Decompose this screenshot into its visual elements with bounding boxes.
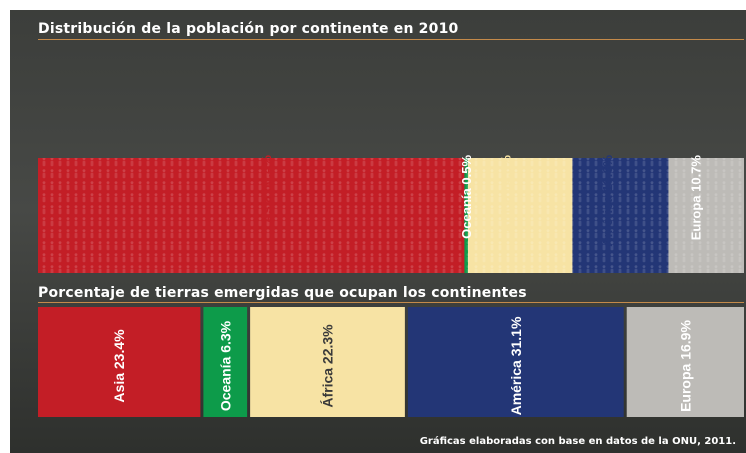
population-bar-group	[38, 158, 744, 273]
source-text: Gráficas elaboradas con base en datos de…	[419, 436, 736, 447]
population-label-asia: Asia 60.4%	[259, 155, 274, 223]
land-chart-title: Porcentaje de tierras emergidas que ocup…	[38, 285, 527, 301]
land-bar-africa	[250, 307, 405, 417]
population-bar-texture-africa	[467, 158, 573, 273]
population-bar-texture-oceania	[464, 158, 468, 273]
population-label-africa: África 14.8%	[499, 155, 514, 233]
land-bar-group	[38, 307, 744, 417]
land-bar-oceania	[203, 307, 248, 417]
source-note: Gráficas elaboradas con base en datos de…	[420, 436, 736, 447]
population-label-america: América 13.6%	[600, 155, 615, 247]
land-label-oceania: Oceanía 6.3%	[217, 320, 233, 411]
land-title-rule	[38, 302, 744, 303]
population-bar-texture-europa	[668, 158, 744, 273]
land-bar-america	[407, 307, 624, 417]
population-bar-texture-america	[572, 158, 669, 273]
land-label-asia: Asia 23.4%	[111, 329, 127, 403]
land-bar-europa	[626, 307, 744, 417]
population-label-europa: Europa 10.7%	[689, 155, 704, 241]
population-chart-title: Distribución de la población por contine…	[38, 21, 459, 37]
land-label-group: Asia 23.4% Oceanía 6.3% África 22.3% Améric…	[111, 316, 693, 415]
population-bar-texture-asia	[38, 158, 465, 273]
population-label-oceania: Oceanía 0.5%	[459, 155, 474, 239]
population-label-group: Asia 60.4% Oceanía 0.5% África 14.8% Améric…	[259, 155, 704, 247]
population-title-rule	[38, 39, 744, 40]
land-bar-asia	[38, 307, 201, 417]
land-label-africa: África 22.3%	[319, 324, 335, 408]
land-label-america: América 31.1%	[508, 316, 524, 415]
land-label-europa: Europa 16.9%	[677, 320, 693, 412]
